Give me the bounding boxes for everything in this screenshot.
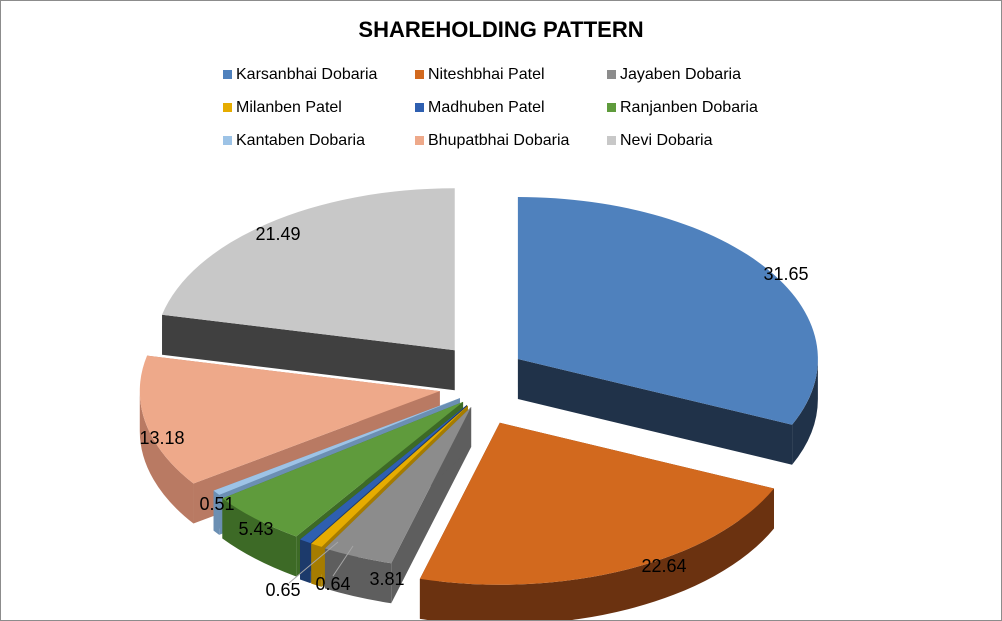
legend-label: Karsanbhai Dobaria <box>236 66 378 83</box>
legend-label: Ranjanben Dobaria <box>620 99 758 116</box>
pie-slice <box>419 422 775 585</box>
legend-label: Niteshbhai Patel <box>428 66 545 83</box>
pie-slice <box>139 355 440 484</box>
legend-label: Milanben Patel <box>236 99 342 116</box>
pie-slice-edge <box>792 359 818 465</box>
pie-slice <box>162 188 455 351</box>
legend-item: Milanben Patel <box>223 98 342 118</box>
legend-item: Ranjanben Dobaria <box>607 98 758 118</box>
legend-swatch <box>607 103 616 112</box>
pie-slice <box>324 407 472 564</box>
pie-tops <box>139 188 818 585</box>
pie-slice-wall <box>162 314 455 391</box>
pie-slice-edge <box>311 543 322 587</box>
pie-slice <box>222 401 464 537</box>
legend-swatch <box>415 136 424 145</box>
pie-slice-edge <box>222 498 297 577</box>
data-label: 0.65 <box>265 580 300 600</box>
legend-item: Nevi Dobaria <box>607 131 712 151</box>
pie-slice-edge <box>300 539 311 584</box>
pie-slice <box>311 405 468 547</box>
legend-item: Kantaben Dobaria <box>223 131 365 151</box>
data-label: 31.65 <box>763 264 808 284</box>
legend-label: Madhuben Patel <box>428 99 545 116</box>
legend-item: Karsanbhai Dobaria <box>223 65 377 85</box>
legend-swatch <box>415 103 424 112</box>
legend-swatch <box>223 136 232 145</box>
data-label: 0.64 <box>315 574 350 594</box>
legend-swatch <box>223 70 232 79</box>
legend-label: Kantaben Dobaria <box>236 132 365 149</box>
pie-slice-edge <box>139 391 194 524</box>
data-label: 3.81 <box>369 569 404 589</box>
data-label: 22.64 <box>641 556 686 576</box>
pie-slice-edge <box>324 548 392 604</box>
legend-swatch <box>607 70 616 79</box>
legend-swatch <box>415 70 424 79</box>
pie-slice-wall <box>517 359 793 465</box>
legend-label: Nevi Dobaria <box>620 132 713 149</box>
chart-title: SHAREHOLDING PATTERN <box>358 17 644 42</box>
legend-item: Niteshbhai Patel <box>415 65 545 85</box>
data-label: 5.43 <box>238 519 273 539</box>
legend-label: Bhupatbhai Dobaria <box>428 132 570 149</box>
pie-slice <box>517 197 818 425</box>
legend-swatch <box>607 136 616 145</box>
pie-slice <box>213 398 460 495</box>
legend-swatch <box>223 103 232 112</box>
legend-label: Jayaben Dobaria <box>620 66 741 83</box>
data-label: 0.51 <box>199 494 234 514</box>
pie-slice-edge <box>213 490 220 535</box>
legend-item: Madhuben Patel <box>415 98 545 118</box>
pie-slice-edge <box>419 488 775 620</box>
legend-item: Jayaben Dobaria <box>607 65 741 85</box>
pie-slice <box>300 404 467 544</box>
data-label: 21.49 <box>255 224 300 244</box>
leader-line <box>288 541 339 584</box>
legend-item: Bhupatbhai Dobaria <box>415 131 569 151</box>
data-label: 13.18 <box>139 428 184 448</box>
leader-line <box>332 545 354 577</box>
